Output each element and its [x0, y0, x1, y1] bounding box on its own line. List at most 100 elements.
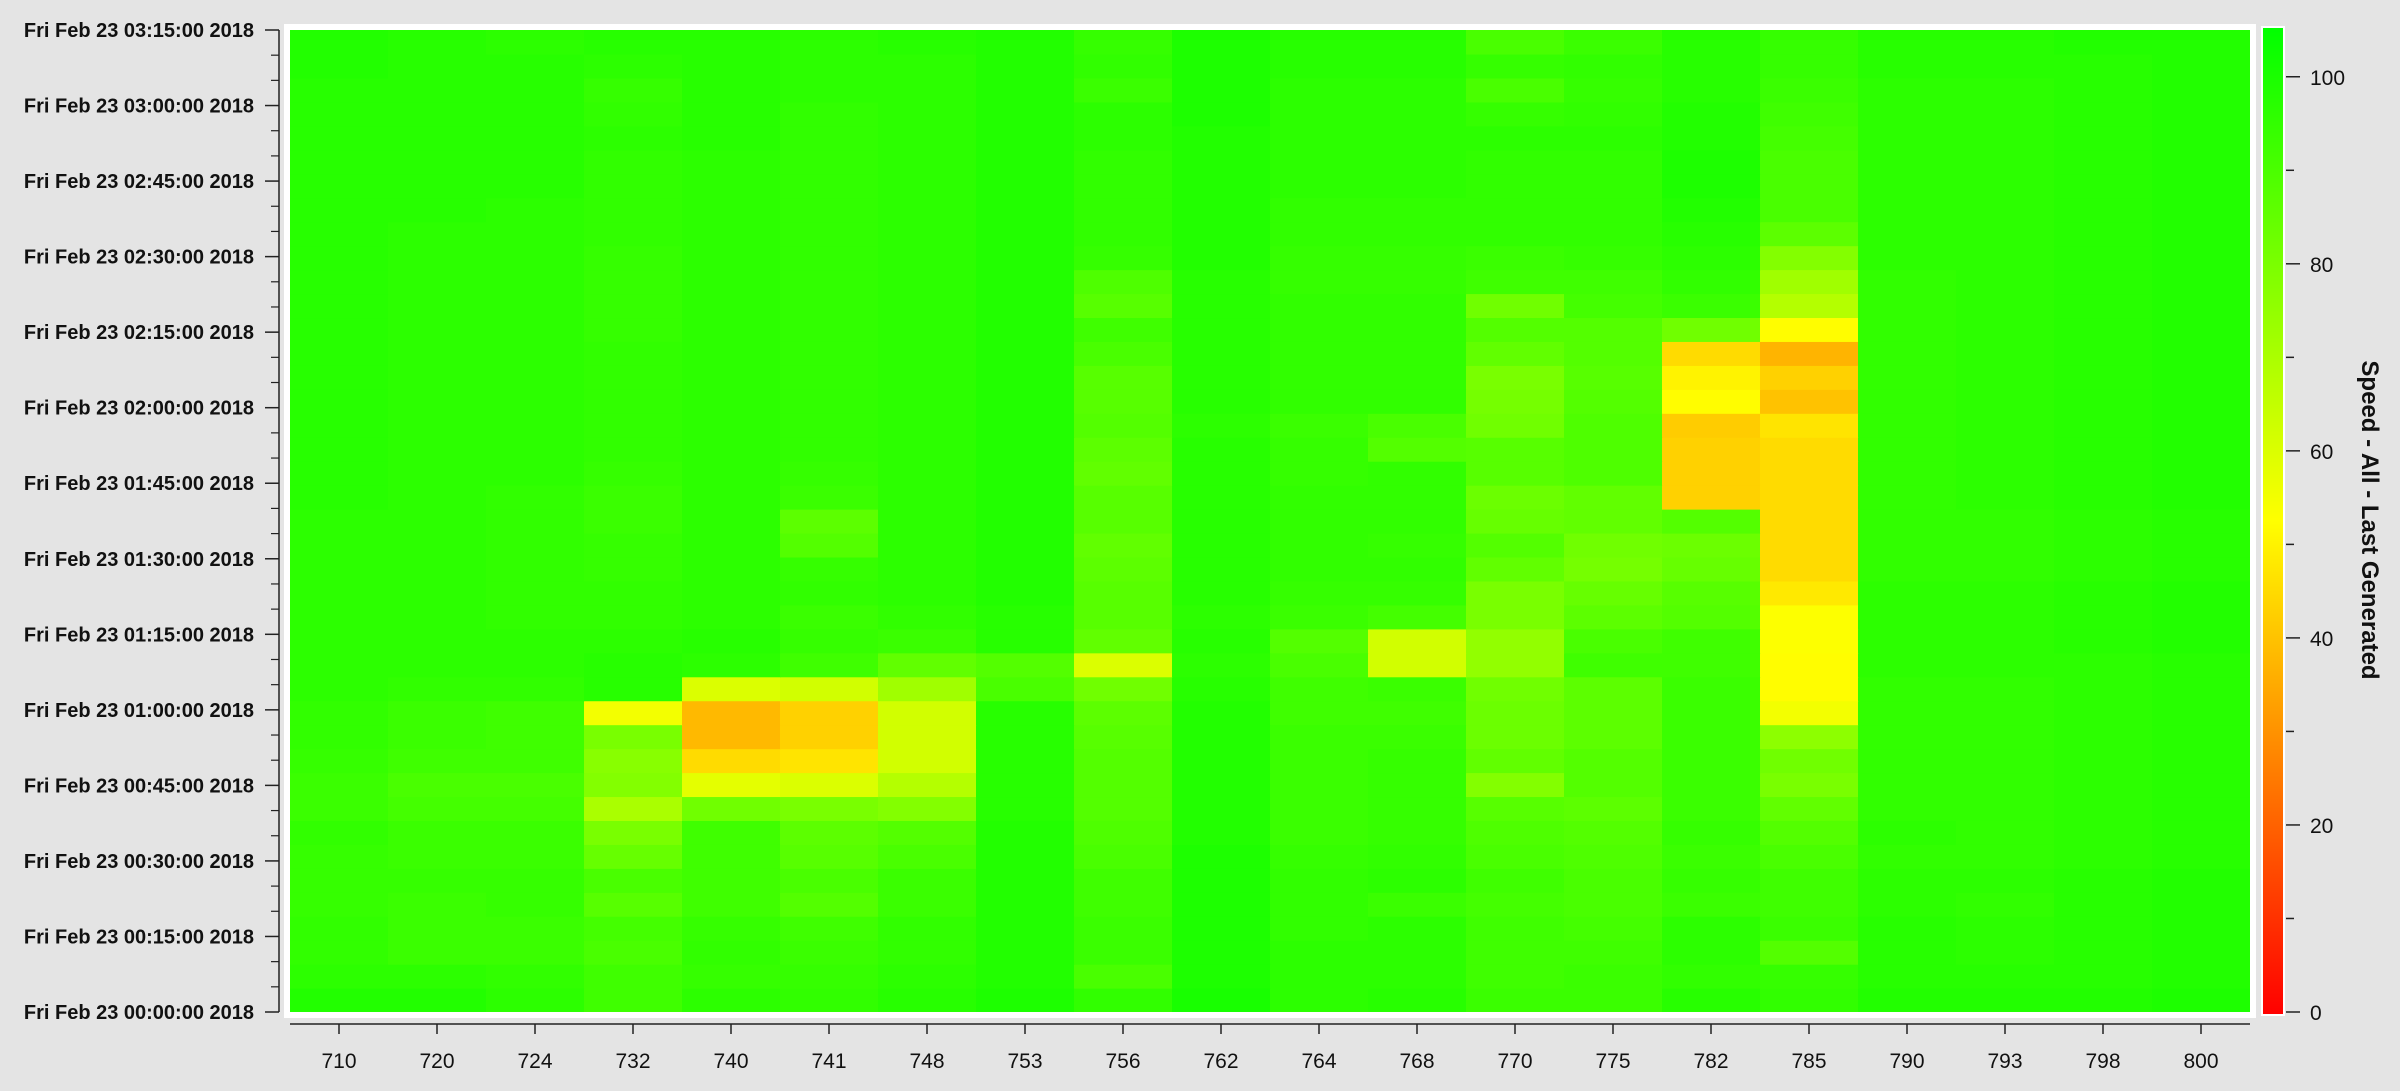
heatmap-cell — [878, 125, 977, 151]
heatmap-cell — [682, 197, 781, 223]
heatmap-cell — [1564, 485, 1663, 510]
heatmap-cell — [1662, 580, 1761, 606]
heatmap-cell — [1760, 724, 1859, 750]
heatmap-cell — [1956, 509, 2055, 534]
heatmap-cell — [584, 221, 683, 247]
heatmap-cell — [1858, 988, 1957, 1013]
heatmap-cell — [2054, 964, 2153, 989]
heatmap-cell — [878, 892, 977, 917]
heatmap-cell — [1956, 197, 2055, 223]
heatmap-cell — [1662, 700, 1761, 726]
x-tick-label: 732 — [615, 1050, 650, 1073]
heatmap-cell — [1466, 125, 1565, 151]
heatmap-cell — [1956, 700, 2055, 726]
heatmap-cell — [1956, 125, 2055, 151]
heatmap-cell — [1858, 772, 1957, 798]
heatmap-cell — [878, 53, 977, 79]
heatmap-cell — [1466, 964, 1565, 989]
heatmap-cell — [1466, 269, 1565, 295]
heatmap-cell — [2054, 700, 2153, 726]
heatmap-cell — [1564, 556, 1663, 582]
heatmap-cell — [388, 317, 487, 342]
colorbar-tick-label: 60 — [2310, 441, 2333, 464]
heatmap-cell — [1074, 916, 1173, 941]
colorbar: 0 20 40 60 80 100 Speed - All - Last Generate… — [2261, 26, 2383, 1025]
heatmap-cell — [682, 437, 781, 462]
heatmap-cell — [1956, 413, 2055, 438]
heatmap-cell — [976, 676, 1075, 702]
heatmap-cell — [1466, 868, 1565, 893]
heatmap-cell — [878, 868, 977, 893]
heatmap-cell — [682, 916, 781, 941]
heatmap-cell — [1760, 293, 1859, 319]
heatmap-cell — [584, 149, 683, 175]
heatmap-cell — [1956, 940, 2055, 965]
heatmap-cell — [976, 556, 1075, 582]
heatmap-cell — [584, 437, 683, 462]
heatmap-cell — [682, 652, 781, 678]
heatmap-cell — [780, 437, 879, 462]
heatmap-cell — [1564, 149, 1663, 175]
heatmap-cell — [1368, 245, 1467, 271]
heatmap-cell — [976, 988, 1075, 1013]
heatmap-cell — [1466, 604, 1565, 630]
heatmap-cell — [584, 772, 683, 798]
heatmap-cell — [976, 532, 1075, 558]
heatmap-cell — [290, 365, 389, 390]
heatmap-cell — [682, 221, 781, 247]
heatmap-cell — [1466, 892, 1565, 917]
heatmap-cell — [584, 317, 683, 342]
heatmap-cell — [584, 796, 683, 821]
heatmap-cell — [1956, 892, 2055, 917]
heatmap-cell — [290, 389, 389, 414]
heatmap-cell — [290, 820, 389, 845]
heatmap-cell — [584, 580, 683, 606]
heatmap-cell — [388, 77, 487, 103]
colorbar-label: Speed - All - Last Generated — [2356, 360, 2383, 679]
heatmap-cell — [486, 700, 585, 726]
heatmap-cell — [1270, 580, 1369, 606]
x-tick-label: 753 — [1007, 1050, 1042, 1073]
colorbar-tick-label: 80 — [2310, 254, 2333, 277]
heatmap-cell — [780, 30, 879, 55]
heatmap-cell — [584, 269, 683, 295]
heatmap-cell — [1956, 532, 2055, 558]
heatmap-cell — [780, 269, 879, 295]
heatmap-cell — [290, 509, 389, 534]
heatmap-cell — [1270, 724, 1369, 750]
heatmap-cell — [1564, 101, 1663, 127]
heatmap-cell — [1368, 125, 1467, 151]
heatmap-cell — [1956, 748, 2055, 774]
heatmap-cell — [1662, 101, 1761, 127]
heatmap-cell — [486, 796, 585, 821]
heatmap-cell — [1858, 509, 1957, 534]
heatmap-cell — [1172, 293, 1271, 319]
heatmap-cell — [1074, 389, 1173, 414]
heatmap-cell — [1662, 365, 1761, 390]
heatmap-cell — [878, 748, 977, 774]
heatmap-cell — [780, 101, 879, 127]
heatmap-cell — [388, 413, 487, 438]
heatmap-cell — [290, 30, 389, 55]
heatmap-cell — [2054, 868, 2153, 893]
heatmap-cell — [2152, 748, 2251, 774]
heatmap-cell — [1858, 748, 1957, 774]
heatmap-cell — [1956, 604, 2055, 630]
heatmap-cell — [388, 197, 487, 223]
heatmap-cell — [2054, 748, 2153, 774]
heatmap-cell — [1172, 413, 1271, 438]
heatmap-cell — [1760, 317, 1859, 342]
heatmap-cell — [290, 916, 389, 941]
heatmap-cell — [584, 341, 683, 366]
heatmap-cell — [1564, 173, 1663, 199]
heatmap-cell — [1172, 197, 1271, 223]
heatmap-cell — [1760, 365, 1859, 390]
heatmap-cell — [1662, 53, 1761, 79]
heatmap-cell — [1564, 628, 1663, 654]
heatmap-cell — [878, 988, 977, 1013]
heatmap-cell — [1760, 221, 1859, 247]
heatmap-cell — [1956, 628, 2055, 654]
heatmap-cell — [486, 485, 585, 510]
heatmap-cell — [1074, 820, 1173, 845]
heatmap-cell — [1564, 317, 1663, 342]
